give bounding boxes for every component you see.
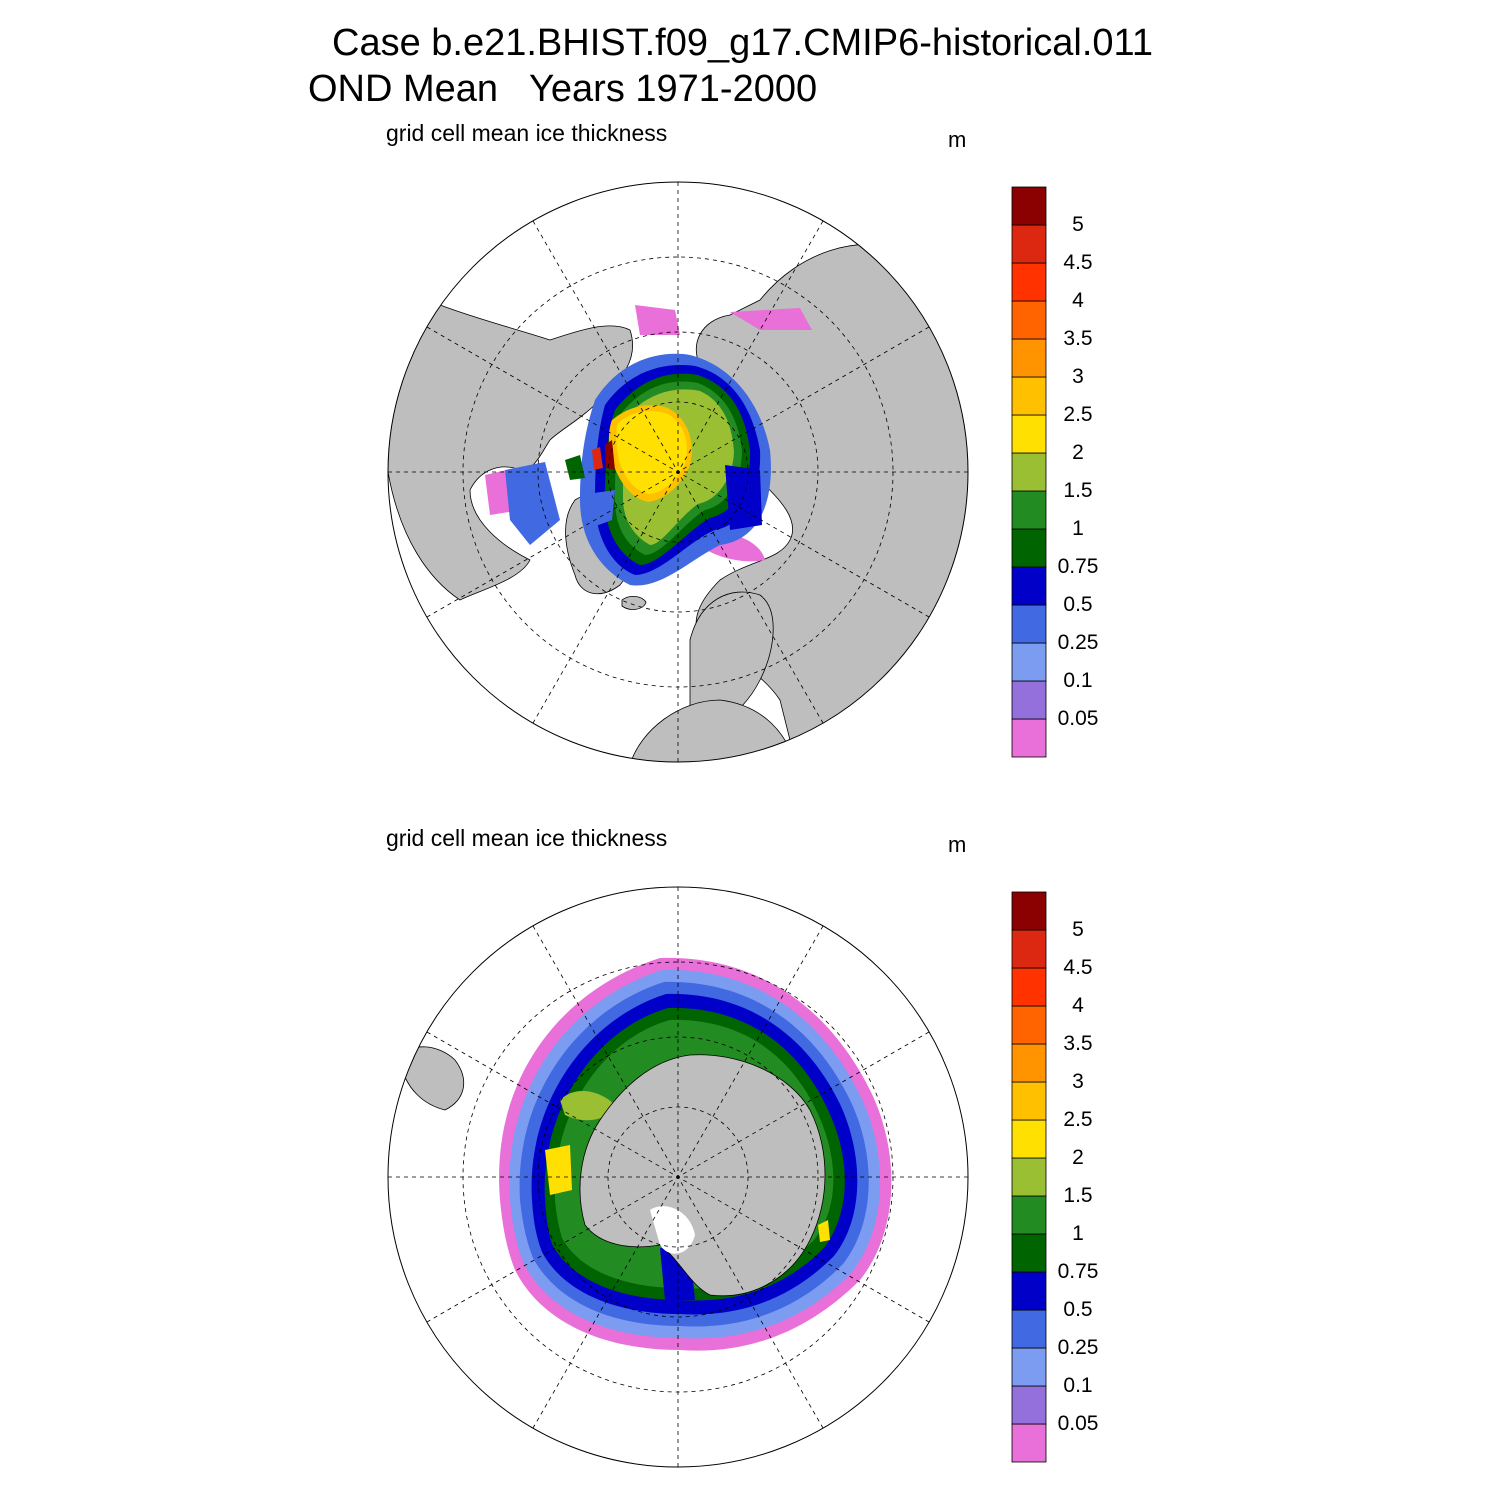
nh-colorbar-bin bbox=[1011, 642, 1047, 682]
sh-land-antarctica bbox=[579, 1054, 826, 1297]
nh-colorbar-tick-label: 4.5 bbox=[1063, 251, 1093, 274]
nh-colorbar-bin bbox=[1011, 376, 1047, 416]
sh-colorbar-bin bbox=[1011, 1233, 1047, 1273]
sh-colorbar-bin bbox=[1011, 1309, 1047, 1349]
nh-colorbar-bin bbox=[1011, 262, 1047, 302]
sh-colorbar-tick-label: 0.75 bbox=[1057, 1260, 1099, 1283]
nh-colorbar-tick-label: 0.25 bbox=[1057, 631, 1099, 654]
sh-colorbar-tick-label: 3 bbox=[1072, 1070, 1084, 1093]
nh-colorbar-bin bbox=[1011, 414, 1047, 454]
sh-colorbar-tick-label: 4.5 bbox=[1063, 956, 1093, 979]
sh-colorbar-bin bbox=[1011, 1423, 1047, 1463]
sh-colorbar-tick-label: 1 bbox=[1072, 1222, 1084, 1245]
sh-colorbar-tick-label: 5 bbox=[1072, 918, 1084, 941]
sh-colorbar-bin bbox=[1011, 1271, 1047, 1311]
sh-colorbar-tick-label: 0.25 bbox=[1057, 1336, 1099, 1359]
nh-sea-ice bbox=[485, 305, 812, 586]
nh-colorbar-tick-label: 1 bbox=[1072, 517, 1084, 540]
nh-colorbar-bin bbox=[1011, 186, 1047, 226]
sh-colorbar-tick-label: 0.05 bbox=[1057, 1412, 1099, 1435]
sh-colorbar-bin bbox=[1011, 1043, 1047, 1083]
sh-colorbar-bin bbox=[1011, 1005, 1047, 1045]
sh-graticule bbox=[388, 887, 968, 1467]
nh-colorbar-tick-label: 0.05 bbox=[1057, 707, 1099, 730]
figure-title-line2: OND Mean Years 1971-2000 bbox=[308, 68, 818, 110]
sh-unit-label: m bbox=[948, 832, 967, 857]
sh-colorbar-tick-label: 3.5 bbox=[1063, 1032, 1093, 1055]
sh-colorbar-tick-label: 2.5 bbox=[1063, 1108, 1093, 1131]
sh-polar-map bbox=[387, 886, 969, 1468]
nh-colorbar-bin bbox=[1011, 718, 1047, 758]
figure-title-line1: Case b.e21.BHIST.f09_g17.CMIP6-historica… bbox=[332, 22, 1153, 64]
nh-graticule bbox=[388, 182, 968, 762]
nh-colorbar-bin bbox=[1011, 604, 1047, 644]
nh-land-iceland bbox=[621, 596, 647, 610]
nh-colorbar-bin bbox=[1011, 528, 1047, 568]
nh-colorbar-bin bbox=[1011, 224, 1047, 264]
sh-colorbar-bin bbox=[1011, 929, 1047, 969]
nh-colorbar-bin bbox=[1011, 300, 1047, 340]
nh-colorbar-tick-label: 0.75 bbox=[1057, 555, 1099, 578]
nh-colorbar-tick-label: 5 bbox=[1072, 213, 1084, 236]
sh-panel-label: grid cell mean ice thickness bbox=[386, 825, 668, 851]
nh-panel-label: grid cell mean ice thickness bbox=[386, 120, 668, 146]
nh-colorbar-bin bbox=[1011, 566, 1047, 606]
sh-colorbar-bin bbox=[1011, 967, 1047, 1007]
nh-colorbar-tick-label: 3.5 bbox=[1063, 327, 1093, 350]
nh-colorbar-tick-label: 4 bbox=[1072, 289, 1084, 312]
sh-colorbar-tick-label: 0.1 bbox=[1063, 1374, 1093, 1397]
nh-colorbar-tick-label: 0.1 bbox=[1063, 669, 1093, 692]
sh-colorbar-bin bbox=[1011, 1081, 1047, 1121]
nh-colorbar-bin bbox=[1011, 338, 1047, 378]
sh-colorbar-bin bbox=[1011, 1157, 1047, 1197]
sh-colorbar-tick-label: 1.5 bbox=[1063, 1184, 1093, 1207]
nh-colorbar-tick-label: 0.5 bbox=[1063, 593, 1093, 616]
nh-colorbar-bin bbox=[1011, 490, 1047, 530]
sh-colorbar-bin bbox=[1011, 1119, 1047, 1159]
sh-colorbar-bin bbox=[1011, 891, 1047, 931]
nh-colorbar-bin bbox=[1011, 452, 1047, 492]
nh-colorbar-tick-label: 2 bbox=[1072, 441, 1084, 464]
sh-colorbar-tick-label: 2 bbox=[1072, 1146, 1084, 1169]
sh-colorbar-tick-label: 4 bbox=[1072, 994, 1084, 1017]
nh-colorbar bbox=[1011, 186, 1047, 758]
sh-land-south-america bbox=[399, 1046, 464, 1111]
nh-colorbar-bin bbox=[1011, 680, 1047, 720]
sh-colorbar-tick-label: 0.5 bbox=[1063, 1298, 1093, 1321]
nh-colorbar-tick-label: 3 bbox=[1072, 365, 1084, 388]
sh-colorbar-bin bbox=[1011, 1385, 1047, 1425]
nh-land-north-america bbox=[388, 304, 634, 601]
nh-polar-map bbox=[387, 181, 969, 763]
sh-colorbar bbox=[1011, 891, 1047, 1463]
sh-colorbar-bin bbox=[1011, 1347, 1047, 1387]
nh-colorbar-tick-label: 1.5 bbox=[1063, 479, 1093, 502]
sh-ice-shelf-ross bbox=[650, 1206, 695, 1254]
sh-colorbar-bin bbox=[1011, 1195, 1047, 1235]
nh-unit-label: m bbox=[948, 127, 967, 152]
nh-colorbar-tick-label: 2.5 bbox=[1063, 403, 1093, 426]
